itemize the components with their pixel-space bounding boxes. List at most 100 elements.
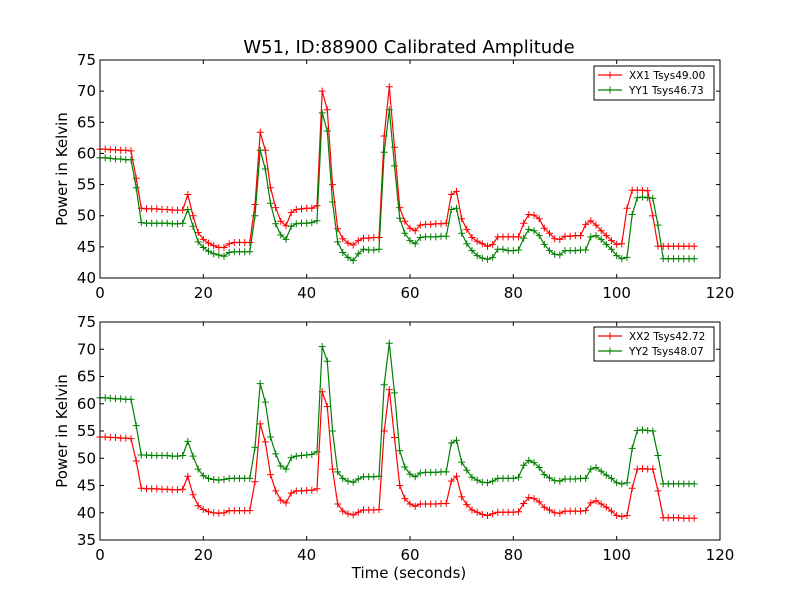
data-point-marker [530,211,538,219]
top-subplot: 0 20 40 60 80 100 120 40 45 50 55 60 65 70 75 Power in … [53,51,734,302]
bottom-subplot: 0 20 40 60 80 100 120 35 40 45 50 55 60 65 70 75 Power i… [53,313,734,564]
data-point-marker [639,186,646,194]
data-point-marker [272,204,280,212]
data-point-marker [649,212,657,220]
data-point-marker [179,485,187,493]
data-point-marker [406,237,414,245]
data-point-marker [360,245,367,253]
data-point-marker [277,462,285,470]
data-point-marker [520,500,528,507]
data-point-marker [132,184,140,192]
data-point-marker [411,240,419,248]
data-point-marker [592,232,600,240]
data-point-marker [649,427,657,435]
data-point-marker [225,240,233,248]
data-point-marker [654,452,662,459]
data-point-marker [354,475,362,483]
data-point-marker [220,509,228,517]
data-point-marker [261,398,269,406]
data-point-marker [540,224,548,232]
legend-label: XX1 Tsys49.00 [629,70,705,82]
data-point-marker [334,468,342,476]
data-point-marker [623,512,631,519]
data-point-marker [127,156,135,164]
data-point-marker [339,235,347,243]
data-point-marker [489,477,497,485]
data-point-marker [112,434,119,441]
data-point-marker [396,214,404,222]
data-point-marker [184,437,192,445]
data-point-marker [587,465,595,473]
data-point-marker [272,450,280,458]
data-point-marker [329,181,336,189]
data-point-marker [608,507,615,515]
data-point-marker [416,469,424,477]
data-point-marker [292,452,300,460]
data-point-marker [205,508,212,516]
data-point-marker [406,500,414,508]
data-point-marker [406,470,414,478]
y-axis-label: Power in Kelvin [53,112,71,226]
data-point-marker [349,511,357,519]
data-point-marker [458,229,466,237]
data-point-marker [391,434,398,441]
data-point-marker [313,448,321,456]
data-point-marker [329,427,336,435]
data-point-marker [453,204,460,212]
data-point-marker [628,444,636,452]
data-point-marker [137,484,145,492]
data-point-marker [199,472,207,480]
data-point-marker [272,487,280,495]
data-point-marker [597,235,605,243]
data-point-marker [127,395,135,403]
y-tick-label: 60 [77,144,96,162]
data-point-marker [597,467,605,475]
data-point-marker [401,229,409,237]
data-point-marker [690,514,698,522]
data-point-marker [582,507,590,515]
data-point-marker [416,221,424,229]
series-line [100,389,695,519]
data-point-marker [447,206,455,213]
data-point-marker [246,248,254,256]
data-point-marker [484,512,491,519]
x-tick-label: 100 [602,284,631,302]
data-point-marker [484,255,491,263]
data-point-marker [251,443,259,451]
data-point-marker [556,477,564,485]
data-point-marker [220,244,228,251]
data-point-marker [246,239,254,246]
data-point-marker [256,380,264,388]
data-point-marker [122,146,130,154]
data-point-marker [282,235,290,243]
data-point-marker [447,191,455,198]
y-tick-label: 65 [77,368,96,386]
x-tick-label: 0 [95,546,105,564]
data-point-marker [582,246,590,254]
data-point-marker [432,233,440,241]
data-point-marker [385,106,393,114]
x-tick-label: 20 [194,546,213,564]
legend: XX1 Tsys49.00 YY1 Tsys46.73 [593,65,715,101]
data-point-marker [613,240,621,248]
x-tick-label: 80 [504,284,523,302]
data-point-marker [277,231,285,239]
x-tick-label: 0 [95,284,105,302]
data-point-marker [690,480,698,488]
data-point-marker [515,473,522,481]
data-point-marker [323,357,331,365]
legend-label: YY1 Tsys46.73 [628,85,704,97]
data-point-marker [272,220,280,228]
y-tick-label: 75 [77,51,96,69]
data-point-marker [256,420,264,428]
data-point-marker [318,343,326,350]
data-point-marker [618,480,626,488]
y-tick-label: 65 [77,113,96,131]
data-point-marker [458,458,466,466]
data-point-marker [535,498,543,506]
data-point-marker [303,451,311,459]
data-point-marker [354,250,362,258]
data-point-marker [447,477,455,485]
data-point-marker [478,254,486,262]
data-point-marker [484,242,491,250]
